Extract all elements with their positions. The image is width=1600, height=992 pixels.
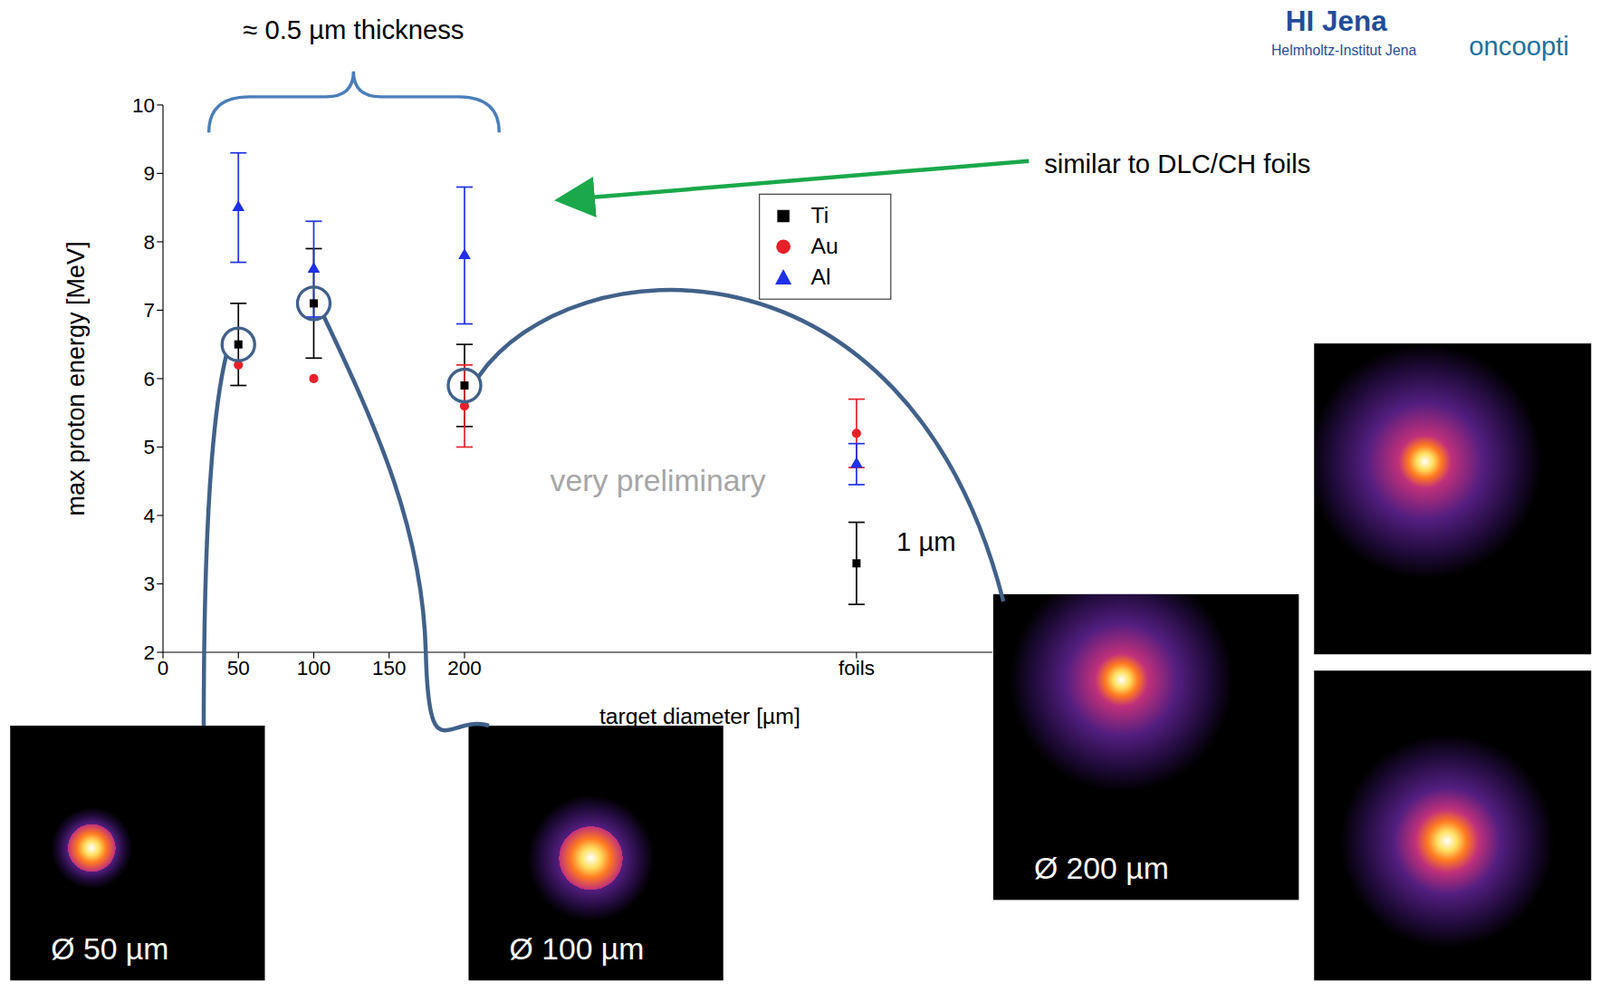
svg-text:2: 2: [143, 641, 155, 664]
html-text:Au: Au: [810, 233, 839, 259]
html-text:Ø 200 µm: Ø 200 µm: [1033, 850, 1169, 885]
svg-text:foils: foils: [838, 656, 875, 680]
svg-text:4: 4: [143, 504, 155, 527]
svg-text:5: 5: [143, 435, 155, 459]
html-text:Ø 100 µm: Ø 100 µm: [509, 931, 645, 965]
svg-text:200: 200: [447, 656, 482, 680]
svg-text:7: 7: [143, 298, 155, 322]
svg-text:8: 8: [143, 230, 155, 254]
html-text:Ti: Ti: [810, 202, 829, 229]
svg-text:1 µm: 1 µm: [896, 526, 957, 556]
svg-text:≈ 0.5 µm thickness: ≈ 0.5 µm thickness: [242, 15, 464, 45]
svg-text:150: 150: [372, 656, 407, 680]
svg-text:100: 100: [297, 656, 332, 680]
svg-text:Helmholtz-Institut Jena: Helmholtz-Institut Jena: [1271, 42, 1417, 58]
svg-text:oncoopti: oncoopti: [1468, 31, 1570, 61]
svg-text:HI Jena: HI Jena: [1285, 4, 1389, 38]
html-text:Al: Al: [810, 263, 831, 290]
html-text:Ø 50 µm: Ø 50 µm: [50, 931, 169, 965]
svg-text:0: 0: [157, 656, 170, 680]
svg-text:6: 6: [143, 367, 155, 391]
svg-text:similar to DLC/CH foils: similar to DLC/CH foils: [1044, 149, 1311, 179]
svg-text:max proton energy [MeV]: max proton energy [MeV]: [62, 240, 90, 516]
svg-text:3: 3: [143, 572, 155, 595]
svg-text:9: 9: [143, 162, 155, 185]
svg-text:very preliminary: very preliminary: [550, 462, 767, 498]
svg-text:target diameter [µm]: target diameter [µm]: [599, 703, 801, 729]
svg-text:50: 50: [227, 656, 250, 680]
svg-text:10: 10: [132, 94, 155, 117]
